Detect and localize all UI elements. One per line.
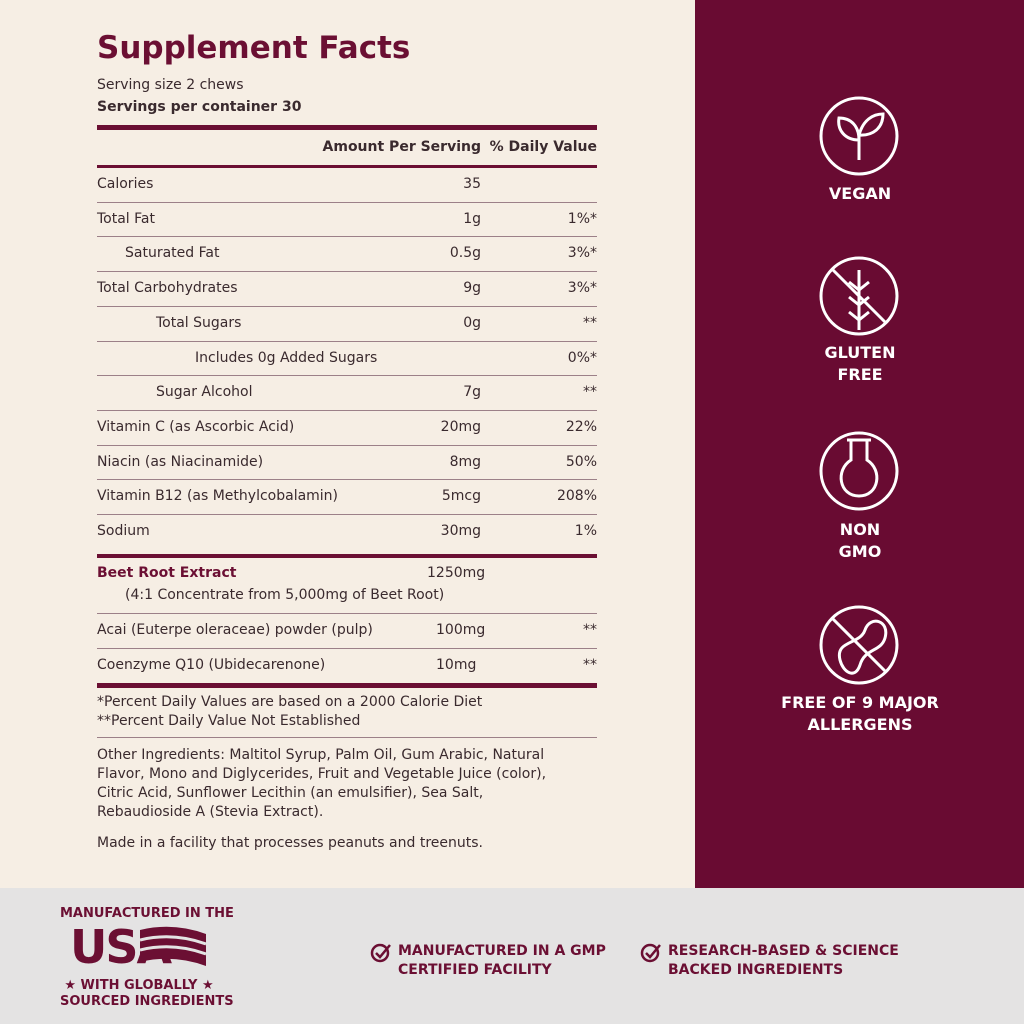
amount: 0.5g	[449, 245, 481, 262]
daily-value: 3%*	[567, 280, 597, 297]
row-rule	[97, 514, 597, 515]
rule	[97, 125, 597, 130]
leaf	[837, 112, 885, 160]
amount: 35	[463, 176, 481, 192]
badge-label: GMO	[838, 542, 882, 561]
vegan-icon	[819, 96, 899, 176]
badge-icons	[819, 96, 899, 685]
sourced: WITH GLOBALLY	[80, 978, 198, 993]
extract-note: (4:1 Concentrate from 5,000mg of Beet Ro…	[125, 587, 445, 603]
row-rule	[97, 236, 597, 238]
claim: MANUFACTURED IN A GMP	[398, 943, 606, 959]
badge: VEGAN	[760, 183, 960, 205]
badge-label: FREE	[837, 365, 883, 384]
badge-label: NON	[839, 520, 881, 539]
row-rule	[97, 375, 597, 377]
wheat	[831, 268, 887, 330]
amount: 8mg	[449, 453, 481, 470]
daily-value: **	[583, 314, 597, 331]
row-rule	[97, 479, 597, 481]
badge: GLUTEN FREE	[760, 342, 960, 386]
title: Supplement Facts	[97, 30, 411, 66]
extract-name: Beet Root Extract	[97, 565, 237, 581]
gmo-icon	[819, 431, 899, 511]
amount: 5mcg	[441, 488, 481, 505]
extract-name: Coenzyme Q10 (Ubidecarenone)	[97, 657, 326, 673]
nutrient-name: Sugar Alcohol	[156, 384, 253, 401]
other-ingredients: Other Ingredients: Maltitol Syrup, Palm …	[97, 747, 547, 820]
amount: 1250mg	[427, 565, 486, 581]
row-rule	[97, 648, 597, 649]
row-rule	[97, 271, 597, 273]
sourced-line: ★ WITH GLOBALLY ★	[64, 978, 214, 993]
check-icon	[640, 943, 661, 963]
peanut	[830, 616, 888, 675]
daily-value: **	[583, 384, 597, 401]
facility-note: Made in a facility that processes peanut…	[97, 835, 483, 851]
badge-label: ALLERGENS	[807, 715, 913, 734]
rule	[97, 683, 597, 688]
daily-value: **	[583, 657, 597, 673]
footnote: *Percent Daily Values are based on a 200…	[97, 694, 483, 710]
claim: CERTIFIED FACILITY	[398, 962, 552, 978]
daily-value: 1%*	[567, 210, 597, 227]
row-rule	[97, 409, 597, 411]
badge-label: GLUTEN	[824, 343, 896, 362]
amount: 100mg	[436, 622, 486, 638]
row-rule	[97, 340, 597, 342]
nutrient-name: Total Carbohydrates	[97, 280, 238, 297]
claim: RESEARCH-BASED & SCIENCE	[668, 943, 899, 959]
row-rule	[97, 444, 597, 446]
daily-value: **	[583, 622, 597, 638]
rule	[97, 554, 597, 558]
daily-value: 1%	[574, 523, 597, 539]
amount: 20mg	[440, 418, 481, 435]
nutrient-name: Includes 0g Added Sugars	[195, 349, 378, 366]
claim: BACKED INGREDIENTS	[668, 962, 844, 978]
amount: 0g	[463, 314, 481, 331]
nutrient-name: Total Sugars	[156, 314, 242, 331]
amount: 7g	[463, 384, 481, 401]
sourced: SOURCED INGREDIENTS	[60, 994, 234, 1009]
nutrient-name: Saturated Fat	[125, 245, 220, 262]
badge: FREE OF 9 MAJOR ALLERGENS	[760, 692, 960, 736]
footnote: **Percent Daily Value Not Established	[97, 713, 361, 729]
daily-value: 50%	[565, 453, 597, 470]
extract-name: Acai (Euterpe oleraceae) powder (pulp)	[97, 622, 373, 638]
gluten-icon	[819, 256, 899, 336]
allergen-icon	[819, 605, 899, 685]
servings: Servings per container 30	[97, 99, 302, 115]
flag	[140, 926, 206, 966]
badge-label: VEGAN	[828, 184, 892, 203]
daily-value: 22%	[565, 418, 597, 435]
amount: 30mg	[440, 523, 481, 539]
nutrient-name: Niacin (as Niacinamide)	[97, 453, 264, 470]
nutrient-name: Vitamin B12 (as Methylcobalamin)	[97, 488, 339, 505]
daily-value: 3%*	[567, 245, 597, 262]
serving-size: Serving size 2 chews	[97, 77, 244, 93]
check-icon	[370, 943, 391, 963]
column-header: % Daily Value	[489, 139, 597, 155]
nutrient-name: Calories	[97, 176, 154, 192]
row-rule	[97, 201, 597, 203]
badge-label: FREE OF 9 MAJOR	[781, 693, 939, 712]
row-rule	[97, 613, 597, 614]
flask	[839, 438, 879, 498]
daily-value: 0%*	[567, 349, 597, 366]
column-header: Amount Per Serving	[322, 139, 481, 155]
made-in: MANUFACTURED IN THE	[60, 906, 234, 921]
rule	[97, 165, 597, 168]
rule	[97, 737, 597, 738]
nutrient-name: Sodium	[97, 523, 150, 539]
row-rule	[97, 305, 597, 307]
amount: 10mg	[436, 657, 477, 673]
nutrient-name: Total Fat	[97, 210, 155, 227]
nutrient-name: Vitamin C (as Ascorbic Acid)	[97, 418, 295, 435]
amount: 9g	[463, 280, 481, 297]
daily-value: 208%	[556, 488, 597, 505]
amount: 1g	[463, 210, 481, 227]
badge: NON GMO	[760, 519, 960, 563]
